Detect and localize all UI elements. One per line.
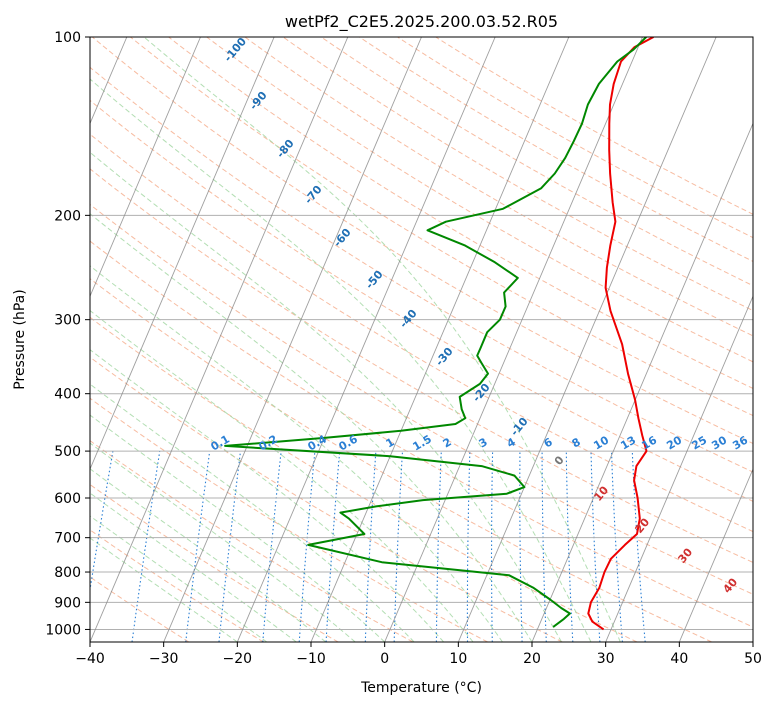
- chart-title: wetPf2_C2E5.2025.200.03.52.R05: [285, 12, 558, 32]
- moist-adiabat-line: [90, 515, 268, 642]
- dry-adiabat-line: [90, 529, 264, 642]
- moist-adiabat-line: [90, 78, 592, 642]
- dry-adiabat-line: [90, 278, 712, 642]
- mixing-ratio-line: [631, 451, 646, 642]
- dry-adiabat-line: [206, 37, 753, 363]
- x-axis: −40 −30 −20 −10 0 10 20 30 40 50: [75, 642, 762, 667]
- x-tick-label: 10: [449, 651, 467, 667]
- mixing-ratio-labels: 0.1 0.2 0.4 0.6 1 1.5 2 3 4 6 8 10 13 16 20 25 30 36: [209, 432, 751, 453]
- mixing-ratio-line: [218, 451, 242, 642]
- dry-adiabat-line: [90, 203, 753, 595]
- dry-adiabat-line: [90, 168, 753, 563]
- y-tick-label: 800: [54, 565, 81, 581]
- dry-adiabat-line: [244, 37, 753, 337]
- x-tick-label: 40: [670, 651, 688, 667]
- moist-adiabat-line: [90, 349, 444, 642]
- isotherm-line: [90, 37, 349, 642]
- mixing-ratio-line: [298, 451, 316, 642]
- y-tick-label: 1000: [45, 622, 81, 638]
- x-tick-label: −30: [149, 651, 179, 667]
- moist-adiabat-line: [90, 468, 327, 642]
- moist-adiabat-line: [90, 213, 533, 642]
- plot-frame: [89, 36, 754, 643]
- dry-adiabat-line: [320, 37, 753, 287]
- x-tick-label: 20: [523, 651, 541, 667]
- dry-adiabat-line: [130, 37, 753, 417]
- y-tick-label: 200: [54, 208, 81, 224]
- dry-adiabat-line: [90, 483, 339, 642]
- plot-area: [90, 37, 753, 642]
- moist-adiabat-line: [90, 537, 238, 642]
- x-tick-label: −40: [75, 651, 105, 667]
- isotherm-line: [163, 37, 422, 642]
- dry-adiabats: [90, 37, 753, 642]
- isotherm-line: [236, 37, 496, 642]
- x-tick-label: 0: [380, 651, 389, 667]
- isotherm-line: [678, 467, 753, 642]
- x-tick-label: −10: [296, 651, 326, 667]
- dry-adiabat-line: [90, 133, 753, 533]
- x-tick-label: 30: [597, 651, 615, 667]
- isotherms: [90, 37, 753, 642]
- dry-adiabat-line: [90, 440, 414, 642]
- isotherm-line: [90, 37, 201, 298]
- x-axis-label: Temperature (°C): [360, 680, 482, 696]
- plot-background: [90, 37, 753, 642]
- moist-adiabat-line: [90, 442, 356, 642]
- y-tick-label: 700: [54, 531, 81, 547]
- y-axis: 1000 900 800 700 600 500 400 300 200 100: [45, 30, 90, 638]
- moist-adiabat-line: [143, 37, 621, 642]
- moist-adiabat-line: [90, 151, 562, 642]
- dry-adiabat-line: [359, 37, 753, 262]
- isotherm-line: [457, 37, 717, 642]
- y-tick-label: 300: [54, 313, 81, 329]
- y-tick-label: 400: [54, 387, 81, 403]
- isotherm-line: [752, 640, 753, 642]
- x-tick-label: 50: [744, 651, 762, 667]
- dry-adiabat-line: [90, 66, 753, 473]
- isotherm-line: [384, 37, 643, 642]
- mixing-ratio-line: [90, 451, 114, 594]
- y-tick-label: 500: [54, 444, 81, 460]
- isotherm-line: [90, 37, 275, 471]
- isotherm-line: [605, 295, 753, 642]
- isotherm-line: [310, 37, 570, 642]
- y-axis-label: Pressure (hPa): [12, 289, 28, 389]
- x-tick-label: −20: [223, 651, 253, 667]
- moist-adiabat-line: [90, 383, 415, 642]
- dewpoint-profile: [224, 37, 647, 628]
- y-tick-label: 900: [54, 595, 81, 611]
- y-tick-label: 600: [54, 491, 81, 507]
- isotherm-line: [531, 122, 753, 642]
- isobars: [90, 37, 753, 630]
- temperature-profile: [587, 37, 654, 631]
- mixing-ratio-line: [185, 451, 211, 642]
- dry-adiabat-line: [90, 240, 753, 628]
- moist-adiabats: [90, 37, 621, 642]
- moist-adiabat-line: [90, 309, 474, 642]
- moist-adiabat-line: [90, 265, 503, 642]
- mixing-ratio-line: [262, 451, 282, 642]
- y-tick-label: 100: [54, 30, 81, 46]
- moist-adiabat-line: [90, 414, 386, 642]
